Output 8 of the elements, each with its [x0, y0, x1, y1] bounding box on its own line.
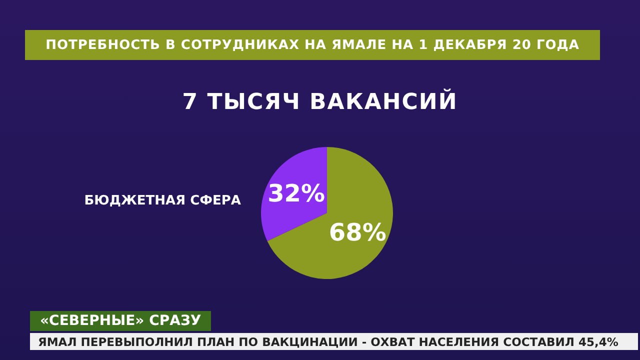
pie-slice	[267, 147, 393, 279]
text: «СЕВЕРНЫЕ» СРАЗУ	[30, 311, 212, 331]
chart-subtitle: 7 ТЫСЯЧ ВАКАНСИЙ	[181, 90, 459, 115]
chart-title: ПОТРЕБНОСТЬ В СОТРУДНИКАХ НА ЯМАЛЕ НА 1 ДЕКАБРЯ 20 ГОДА	[25, 30, 600, 60]
slice-label: БЮДЖЕТНАЯ СФЕРА	[84, 194, 241, 208]
text: ЯМАЛ ПЕРЕВЫПОЛНИЛ ПЛАН ПО ВАКЦИНАЦИИ - ОХВАТ НАСЕЛЕНИЯ СОСТАВИЛ 45,4%	[30, 333, 638, 350]
data-label: 32%	[268, 180, 326, 208]
data-label: 68%	[328, 218, 386, 246]
